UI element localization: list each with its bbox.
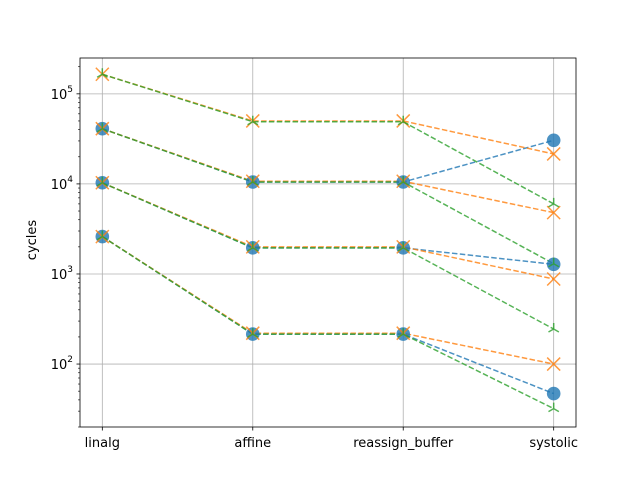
data-point-tri bbox=[548, 257, 560, 268]
data-point-tri bbox=[548, 322, 560, 333]
data-point-tri bbox=[548, 402, 560, 413]
data-point-tri bbox=[96, 122, 108, 133]
data-point-x bbox=[546, 146, 561, 161]
data-point-tri bbox=[397, 115, 409, 126]
y-tick-label: 105 bbox=[51, 85, 73, 103]
data-point-x bbox=[546, 357, 561, 372]
data-point-tri bbox=[247, 176, 259, 186]
y-tick-label: 104 bbox=[51, 175, 74, 193]
data-point-tri bbox=[96, 230, 108, 241]
y-axis-label: cycles bbox=[25, 220, 40, 261]
x-tick-label: reassign_buffer bbox=[353, 436, 454, 451]
data-point-tri bbox=[548, 197, 560, 208]
x-tick-label: systolic bbox=[529, 436, 578, 451]
x-tick-label: linalg bbox=[85, 436, 120, 451]
series-line bbox=[101, 235, 555, 410]
data-point-circle bbox=[546, 386, 561, 401]
series-line bbox=[102, 128, 555, 265]
series-line bbox=[102, 73, 555, 205]
ticks-layer: linalg affine reassign_buffer systolic 102 10… bbox=[51, 66, 578, 451]
data-point-tri bbox=[397, 328, 409, 338]
data-point-x bbox=[546, 205, 561, 220]
series-line bbox=[102, 182, 555, 330]
y-tick-label: 103 bbox=[51, 265, 73, 283]
series-line bbox=[102, 73, 554, 155]
data-point-tri bbox=[247, 115, 259, 126]
data-point-tri bbox=[96, 68, 108, 78]
data-point-tri bbox=[397, 241, 409, 252]
y-tick-label: 102 bbox=[51, 355, 73, 373]
plot-frame bbox=[79, 57, 577, 428]
data-point-tri bbox=[247, 328, 259, 338]
data-point-tri bbox=[397, 176, 409, 186]
data-point-circle bbox=[546, 133, 561, 148]
data-point-tri bbox=[247, 241, 259, 252]
series-markers-layer bbox=[95, 67, 561, 413]
series-lines-layer bbox=[101, 73, 555, 410]
data-point-tri bbox=[96, 176, 108, 187]
x-tick-label: affine bbox=[234, 436, 271, 451]
data-point-x bbox=[546, 271, 561, 287]
